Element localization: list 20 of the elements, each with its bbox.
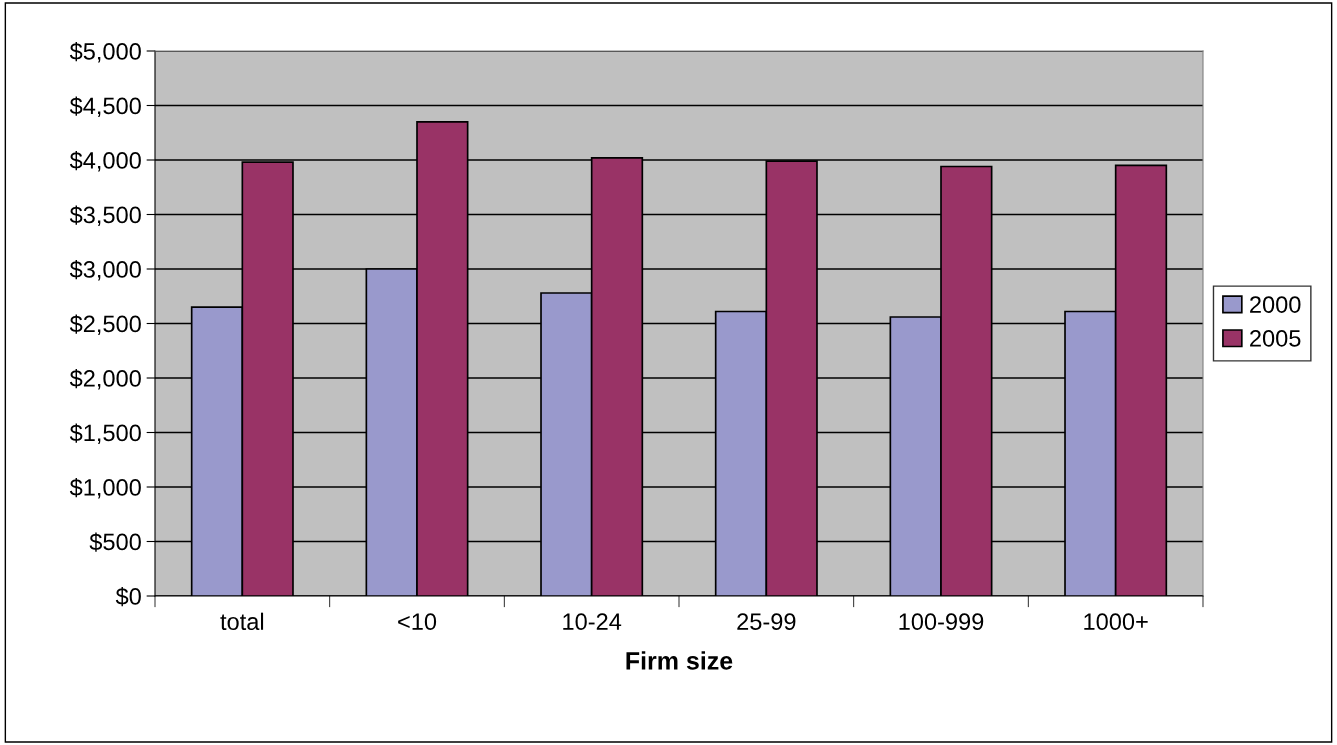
x-tick-label: <10 [398,613,437,631]
y-tick-label: $500 [89,532,141,552]
legend-label: 2000 [1250,296,1301,313]
x-tick-label: 100-999 [899,613,984,631]
y-tick-label: $2,500 [69,314,141,336]
y-tick-label: $5,000 [69,42,141,63]
x-tick-label: total [220,612,264,631]
y-tick-label: $4,000 [69,151,141,172]
y-tick-label: $3,000 [69,260,141,281]
x-tick-label: 25-99 [737,613,796,631]
x-tick-label: 1000+ [1084,613,1148,631]
legend-label: 2005 [1250,330,1301,347]
y-tick-label: $0 [115,587,141,607]
x-tick-label: 10-24 [563,613,622,631]
y-tick-label: $2,000 [69,369,141,390]
y-tick-label: $1,500 [69,423,141,445]
x-axis-title: Firm size [626,651,733,670]
y-tick-label: $4,500 [69,96,141,118]
y-tick-label: $1,000 [69,478,141,499]
y-tick-label: $3,500 [69,205,141,227]
